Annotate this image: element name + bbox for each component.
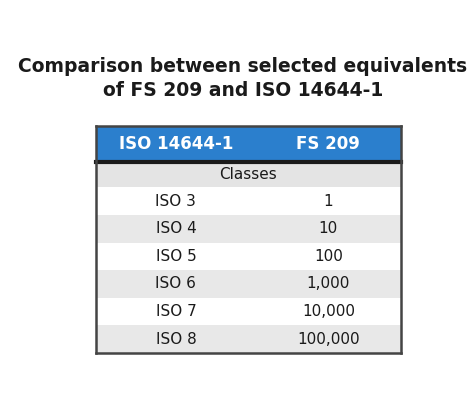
Text: ISO 3: ISO 3 — [155, 194, 196, 209]
Text: 10,000: 10,000 — [302, 304, 355, 319]
Text: 1,000: 1,000 — [307, 276, 350, 291]
Bar — [96, 215, 401, 243]
Bar — [96, 298, 401, 325]
Text: 1: 1 — [324, 194, 333, 209]
Bar — [96, 243, 401, 270]
Text: ISO 6: ISO 6 — [155, 276, 196, 291]
Bar — [96, 187, 401, 215]
Text: ISO 4: ISO 4 — [155, 221, 196, 236]
Text: 100,000: 100,000 — [297, 332, 360, 346]
Bar — [96, 162, 401, 187]
Text: ISO 7: ISO 7 — [155, 304, 196, 319]
Text: Classes: Classes — [219, 167, 277, 182]
Text: FS 209: FS 209 — [296, 135, 360, 153]
Text: 10: 10 — [319, 221, 338, 236]
Text: Comparison between selected equivalents
of FS 209 and ISO 14644-1: Comparison between selected equivalents … — [18, 57, 467, 100]
Text: ISO 8: ISO 8 — [155, 332, 196, 346]
Text: ISO 14644-1: ISO 14644-1 — [118, 135, 233, 153]
Bar — [96, 270, 401, 298]
Bar — [96, 325, 401, 353]
Text: 100: 100 — [314, 249, 343, 264]
Text: ISO 5: ISO 5 — [155, 249, 196, 264]
